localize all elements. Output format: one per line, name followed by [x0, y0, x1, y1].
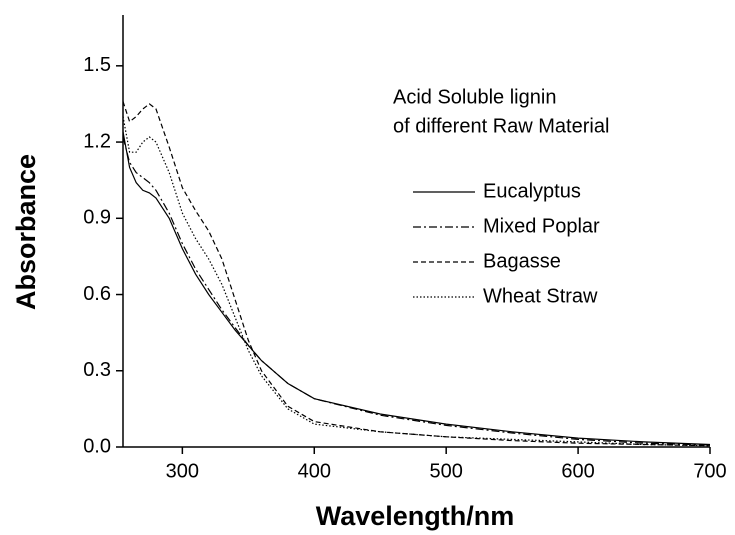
- x-tick-label: 300: [166, 460, 199, 482]
- legend-label: Eucalyptus: [483, 180, 581, 202]
- legend-label: Bagasse: [483, 250, 561, 272]
- x-tick-label: 600: [561, 460, 594, 482]
- legend-label: Wheat Straw: [483, 285, 598, 307]
- y-axis-label: Absorbance: [11, 154, 41, 310]
- y-tick-label: 0.0: [83, 435, 111, 457]
- x-axis-label: Wavelength/nm: [316, 501, 515, 531]
- annotation: Acid Soluble lignin: [393, 86, 556, 108]
- y-tick-label: 0.6: [83, 283, 111, 305]
- data-line: [122, 101, 711, 447]
- annotation: of different Raw Material: [393, 115, 609, 137]
- legend-label: Mixed Poplar: [483, 215, 600, 237]
- x-tick-label: 500: [429, 460, 462, 482]
- data-line: [122, 136, 711, 446]
- y-tick-label: 1.2: [83, 130, 111, 152]
- x-tick-label: 400: [298, 460, 331, 482]
- y-tick-label: 1.5: [83, 54, 111, 76]
- data-line: [122, 116, 711, 447]
- data-line: [122, 131, 711, 446]
- y-tick-label: 0.3: [83, 359, 111, 381]
- y-tick-label: 0.9: [83, 207, 111, 229]
- x-tick-label: 700: [693, 460, 726, 482]
